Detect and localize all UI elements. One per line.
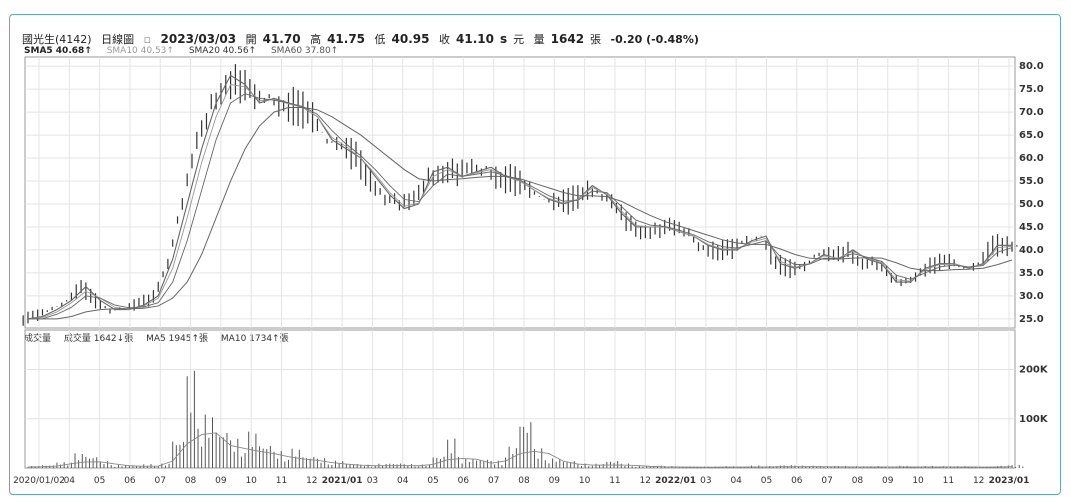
- sma10-line: [27, 84, 1013, 320]
- x-tick-label: 06: [791, 476, 803, 486]
- x-tick-label: 07: [821, 476, 832, 486]
- x-tick-label: 08: [852, 476, 864, 486]
- volume-ma-line: [27, 432, 1013, 468]
- volume-ma10: MA10 1734↑張: [220, 334, 289, 344]
- sma20-legend: SMA20 40.56↑: [188, 46, 257, 56]
- sma20-line: [28, 93, 1013, 320]
- x-tick-label: 07: [488, 476, 499, 486]
- high-value: 41.75: [327, 32, 366, 46]
- volume-current: 成交量 1642↓張: [63, 334, 134, 344]
- period-label: 日線圖: [101, 33, 135, 46]
- x-tick-label: 06: [458, 476, 470, 486]
- y-tick-label: 75.0: [1019, 84, 1044, 95]
- x-tick-label: 11: [943, 476, 954, 486]
- open-label: 開: [245, 33, 257, 46]
- x-tick-label: 2020/01/02: [13, 476, 65, 486]
- y-tick-label: 65.0: [1019, 130, 1044, 141]
- chart-frame: [9, 14, 1061, 495]
- x-tick-label: 2021/01: [322, 476, 363, 486]
- x-tick-label: 03: [700, 476, 711, 486]
- x-tick-label: 10: [245, 476, 257, 486]
- price-panel: [24, 56, 1016, 329]
- open-value: 41.70: [262, 32, 301, 46]
- y-tick-label: 45.0: [1019, 222, 1044, 233]
- volume-ma5: MA5 1945↑張: [146, 334, 209, 344]
- x-tick-label: 12: [306, 476, 317, 486]
- close-label: 收: [439, 33, 451, 46]
- x-tick-label: 08: [518, 476, 530, 486]
- y-tick-label: 70.0: [1019, 107, 1044, 118]
- x-tick-label: 04: [397, 476, 409, 486]
- change-value: -0.20 (-0.48%): [610, 33, 699, 46]
- y-tick-label: 35.0: [1019, 268, 1044, 279]
- x-tick-label: 10: [579, 476, 591, 486]
- x-tick-label: 05: [427, 476, 438, 486]
- x-tick-label: 11: [609, 476, 620, 486]
- y-tick-label: 60.0: [1019, 153, 1044, 164]
- y-tick-label: 25.0: [1019, 314, 1044, 325]
- sma10-legend: SMA10 40.53↑: [106, 46, 174, 56]
- x-tick-label: 08: [185, 476, 197, 486]
- x-tick-label: 06: [124, 476, 136, 486]
- x-tick-label: 09: [549, 476, 561, 486]
- x-tick-label: 2022/01: [655, 476, 696, 486]
- sma-legend: SMA5 40.68↑ SMA10 40.53↑ SMA20 40.56↑ SM…: [24, 46, 350, 56]
- close-value: 41.10: [456, 32, 494, 46]
- vol-label: 量: [533, 33, 545, 46]
- volume-title: 成交量: [24, 334, 52, 344]
- trade-date: 2023/03/03: [160, 32, 237, 46]
- x-tick-label: 12: [973, 476, 984, 486]
- y-tick-label: 50.0: [1019, 199, 1044, 210]
- unit-yuan: 元: [513, 33, 525, 46]
- vol-unit: 張: [590, 33, 602, 46]
- x-tick-label: 04: [64, 476, 76, 486]
- price-header: 國光生(4142) 日線圖 ▫ 2023/03/03 開 41.70 高 41.75…: [22, 31, 705, 47]
- vol-value: 1642: [550, 32, 585, 46]
- x-tick-label: 09: [215, 476, 227, 486]
- volume-y-tick-label: 200K: [1019, 365, 1049, 376]
- volume-legend: 成交量 成交量 1642↓張 MA5 1945↑張 MA10 1734↑張: [24, 331, 299, 344]
- square-icon: ▫: [143, 33, 152, 46]
- y-tick-label: 30.0: [1019, 291, 1044, 302]
- x-tick-label: 03: [367, 476, 378, 486]
- unit-s: s: [499, 32, 508, 46]
- y-tick-label: 40.0: [1019, 245, 1044, 256]
- high-label: 高: [310, 33, 322, 46]
- x-tick-label: 10: [912, 476, 924, 486]
- sma5-legend: SMA5 40.68↑: [24, 46, 92, 56]
- x-tick-label: 2023/01: [989, 476, 1030, 486]
- y-tick-label: 55.0: [1019, 176, 1044, 187]
- x-tick-label: 05: [94, 476, 105, 486]
- sma60-line: [28, 107, 1013, 320]
- x-tick-label: 11: [276, 476, 287, 486]
- low-label: 低: [374, 33, 386, 46]
- stock-name: 國光生(4142): [22, 33, 92, 46]
- x-tick-label: 04: [730, 476, 742, 486]
- volume-y-tick-label: 100K: [1019, 414, 1049, 425]
- y-tick-label: 80.0: [1019, 61, 1044, 72]
- sma60-legend: SMA60 37.80↑: [270, 46, 339, 56]
- x-tick-label: 09: [882, 476, 894, 486]
- x-tick-label: 12: [640, 476, 651, 486]
- low-value: 40.95: [391, 32, 430, 46]
- x-tick-label: 05: [761, 476, 772, 486]
- x-tick-label: 07: [155, 476, 166, 486]
